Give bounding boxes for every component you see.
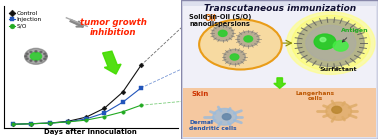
Circle shape xyxy=(25,48,47,64)
FancyArrow shape xyxy=(103,51,121,74)
Text: Solid-in-Oil (S/O)
nanodispersions: Solid-in-Oil (S/O) nanodispersions xyxy=(189,14,252,27)
Text: Oil: Oil xyxy=(205,14,217,23)
Circle shape xyxy=(30,51,32,53)
Circle shape xyxy=(40,51,42,53)
X-axis label: Days after innoculation: Days after innoculation xyxy=(44,129,137,135)
Circle shape xyxy=(30,52,42,60)
FancyBboxPatch shape xyxy=(183,6,376,88)
Circle shape xyxy=(35,51,37,52)
Text: tumor growth
inhibition: tumor growth inhibition xyxy=(80,18,147,37)
Circle shape xyxy=(287,12,375,74)
Circle shape xyxy=(332,106,342,113)
Text: Dermal
dendritic cells: Dermal dendritic cells xyxy=(189,120,237,131)
Circle shape xyxy=(45,56,47,57)
Circle shape xyxy=(212,26,234,41)
Text: Antigen: Antigen xyxy=(341,28,368,42)
Circle shape xyxy=(213,108,237,125)
FancyArrow shape xyxy=(274,78,286,88)
Circle shape xyxy=(230,54,239,60)
Circle shape xyxy=(35,61,37,62)
Circle shape xyxy=(43,58,46,59)
Circle shape xyxy=(40,60,42,61)
Legend: Control, Injection, S/O: Control, Injection, S/O xyxy=(7,8,44,31)
Circle shape xyxy=(244,36,253,42)
Circle shape xyxy=(224,49,245,65)
Y-axis label: Tumor volume: Tumor volume xyxy=(0,39,2,95)
Circle shape xyxy=(26,53,28,55)
Ellipse shape xyxy=(199,19,282,70)
Circle shape xyxy=(43,53,46,55)
FancyBboxPatch shape xyxy=(183,88,376,137)
Circle shape xyxy=(326,102,352,120)
Circle shape xyxy=(291,15,370,71)
FancyBboxPatch shape xyxy=(181,0,378,139)
Text: Skin: Skin xyxy=(191,91,209,97)
Circle shape xyxy=(222,114,231,120)
Circle shape xyxy=(218,30,227,36)
Circle shape xyxy=(320,38,326,42)
Circle shape xyxy=(306,25,356,61)
Circle shape xyxy=(333,41,348,51)
Circle shape xyxy=(26,58,28,59)
Circle shape xyxy=(297,19,364,67)
Text: Transcutaneous immunization: Transcutaneous immunization xyxy=(204,4,356,13)
Text: Langerhans
cells: Langerhans cells xyxy=(296,90,335,101)
Text: Surfactant: Surfactant xyxy=(320,67,358,72)
Circle shape xyxy=(25,56,27,57)
Circle shape xyxy=(30,60,32,61)
Circle shape xyxy=(237,31,259,47)
Circle shape xyxy=(314,34,336,49)
